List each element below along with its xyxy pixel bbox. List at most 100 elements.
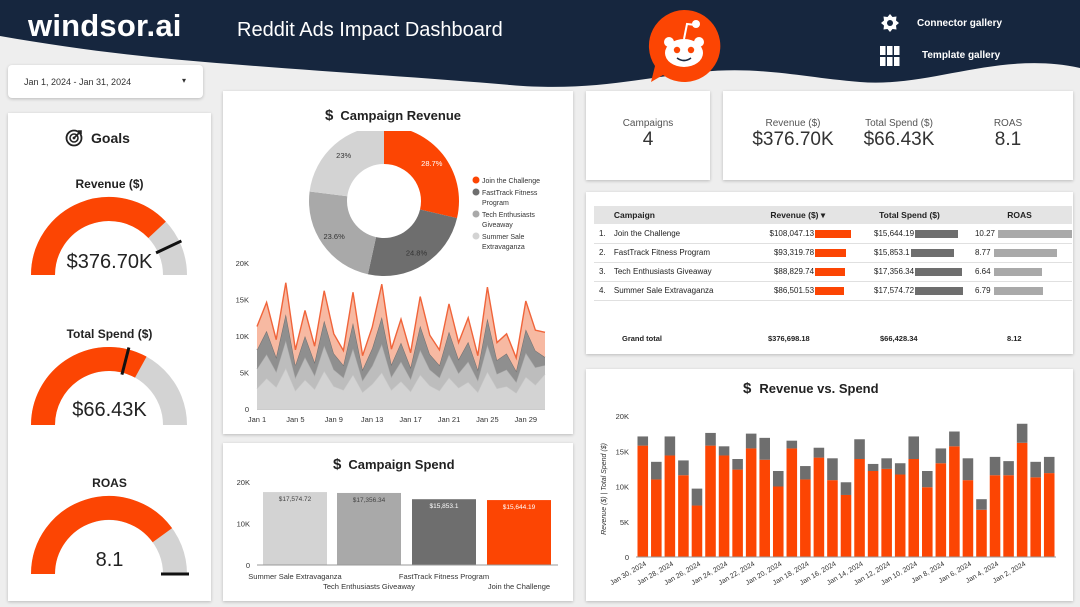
revenue-kpi-value: $376.70K: [752, 129, 834, 150]
row-spend: $15,853.1: [852, 243, 967, 263]
spend-bar[interactable]: [412, 499, 476, 565]
col-spend-header[interactable]: Total Spend ($): [852, 206, 967, 224]
legend-swatch: [472, 188, 480, 196]
spend-bar[interactable]: [337, 492, 401, 565]
area-series[interactable]: [257, 368, 545, 409]
revenue-bar[interactable]: [678, 475, 689, 557]
x-tick-label: Jan 17: [399, 415, 422, 424]
connector-gallery-icon[interactable]: [880, 13, 900, 33]
area-series[interactable]: [257, 340, 545, 393]
spend-stack-bar[interactable]: [840, 482, 852, 495]
revenue-bar[interactable]: [759, 459, 770, 557]
spend-bar[interactable]: [487, 500, 551, 565]
spend-stack-bar[interactable]: [813, 447, 825, 458]
spend-stack-bar[interactable]: [745, 433, 757, 449]
revenue-bar[interactable]: [705, 445, 716, 557]
spend-stack-bar[interactable]: [854, 439, 865, 460]
roas-kpi-value: 8.1: [994, 129, 1022, 150]
revenue-bar[interactable]: [800, 479, 811, 557]
table-row[interactable]: 4. Summer Sale Extravaganza $86,501.53 $17,…: [594, 281, 1072, 301]
spend-stack-bar[interactable]: [691, 488, 703, 506]
spend-stack-bar[interactable]: [881, 458, 892, 469]
spend-stack-bar[interactable]: [989, 456, 1001, 476]
legend-label: Extravaganza: [482, 244, 525, 251]
y-tick-label: 20K: [237, 478, 250, 487]
revenue-bar[interactable]: [867, 470, 879, 557]
table-row[interactable]: 3. Tech Enthusiasts Giveaway $88,829.74 $17…: [594, 262, 1072, 282]
revenue-bar[interactable]: [908, 459, 920, 557]
spend-stack-bar[interactable]: [732, 459, 743, 470]
x-category-label: Tech Enthusiasts Giveaway: [323, 582, 415, 591]
spend-stack-bar[interactable]: [1003, 461, 1014, 476]
donut-slice[interactable]: [309, 191, 377, 275]
revenue-bar[interactable]: [976, 509, 987, 557]
revenue-bar[interactable]: [962, 480, 974, 557]
revenue-bar[interactable]: [935, 463, 947, 557]
donut-slice[interactable]: [309, 131, 384, 197]
spend-stack-bar[interactable]: [867, 463, 879, 471]
donut-slice[interactable]: [384, 131, 459, 219]
revenue-bar[interactable]: [989, 475, 1001, 557]
campaign-table: Campaign Revenue ($) ▾ Total Spend ($) R…: [594, 206, 1072, 301]
revenue-bar[interactable]: [949, 446, 960, 557]
spend-stack-bar[interactable]: [962, 458, 974, 481]
revenue-bar[interactable]: [651, 479, 662, 557]
revenue-bar[interactable]: [772, 486, 784, 558]
template-gallery-link[interactable]: Template gallery: [922, 50, 1001, 61]
row-revenue-bar: [815, 229, 852, 238]
spend-stack-bar[interactable]: [637, 436, 649, 446]
col-campaign-header[interactable]: Campaign: [613, 206, 753, 224]
revenue-bar[interactable]: [664, 455, 676, 557]
revenue-bar[interactable]: [1043, 473, 1055, 557]
spend-bar[interactable]: [263, 492, 327, 565]
spend-stack-bar[interactable]: [718, 446, 730, 456]
revenue-bar[interactable]: [637, 445, 649, 557]
revenue-bar[interactable]: [813, 457, 825, 557]
campaign-spend-title-row: $ Campaign Spend: [333, 456, 455, 473]
revenue-bar[interactable]: [922, 487, 933, 557]
revenue-bar[interactable]: [786, 448, 798, 557]
spend-stack-bar[interactable]: [922, 470, 933, 488]
template-gallery-icon[interactable]: [880, 46, 900, 66]
brand-logo[interactable]: windsor.ai: [28, 8, 182, 43]
spend-stack-bar[interactable]: [976, 499, 987, 510]
spend-stack-bar[interactable]: [894, 463, 906, 475]
revenue-bar[interactable]: [1030, 477, 1041, 557]
area-series[interactable]: [257, 314, 545, 382]
spend-stack-bar[interactable]: [705, 432, 716, 446]
revenue-bar[interactable]: [718, 455, 730, 557]
spend-stack-bar[interactable]: [772, 470, 784, 487]
revenue-bar[interactable]: [1016, 442, 1028, 557]
spend-stack-bar[interactable]: [759, 437, 770, 460]
spend-stack-bar[interactable]: [664, 436, 676, 456]
table-row[interactable]: 1. Join the Challenge $108,047.13 $15,644.1…: [594, 224, 1072, 244]
col-revenue-header[interactable]: Revenue ($) ▾: [752, 206, 853, 224]
connector-gallery-link[interactable]: Connector gallery: [917, 18, 1003, 29]
spend-stack-bar[interactable]: [1043, 456, 1055, 474]
col-roas-header[interactable]: ROAS: [966, 206, 1072, 224]
spend-stack-bar[interactable]: [1016, 423, 1028, 443]
revenue-bar[interactable]: [840, 494, 852, 557]
date-range-selector[interactable]: Jan 1, 2024 - Jan 31, 2024 ▾: [8, 65, 203, 98]
spend-stack-bar[interactable]: [1030, 461, 1041, 478]
revenue-bar[interactable]: [732, 469, 743, 557]
revenue-bar[interactable]: [854, 459, 865, 557]
revenue-bar[interactable]: [745, 448, 757, 557]
spend-stack-bar[interactable]: [786, 440, 798, 449]
revenue-bar[interactable]: [894, 474, 906, 557]
spend-stack-bar[interactable]: [949, 431, 960, 447]
revenue-vs-spend-title: Revenue vs. Spend: [759, 381, 879, 396]
spend-stack-bar[interactable]: [800, 466, 811, 480]
revenue-bar[interactable]: [881, 468, 892, 557]
revenue-bar[interactable]: [1003, 475, 1014, 557]
area-series[interactable]: [257, 282, 545, 372]
donut-slice[interactable]: [367, 209, 458, 276]
spend-stack-bar[interactable]: [678, 460, 689, 476]
spend-stack-bar[interactable]: [935, 448, 947, 464]
revenue-bar[interactable]: [691, 505, 703, 557]
spend-stack-bar[interactable]: [651, 461, 662, 480]
table-row[interactable]: 2. FastTrack Fitness Program $93,319.78 $15…: [594, 243, 1072, 263]
spend-stack-bar[interactable]: [908, 436, 920, 460]
revenue-bar[interactable]: [827, 480, 838, 557]
spend-stack-bar[interactable]: [827, 458, 838, 481]
